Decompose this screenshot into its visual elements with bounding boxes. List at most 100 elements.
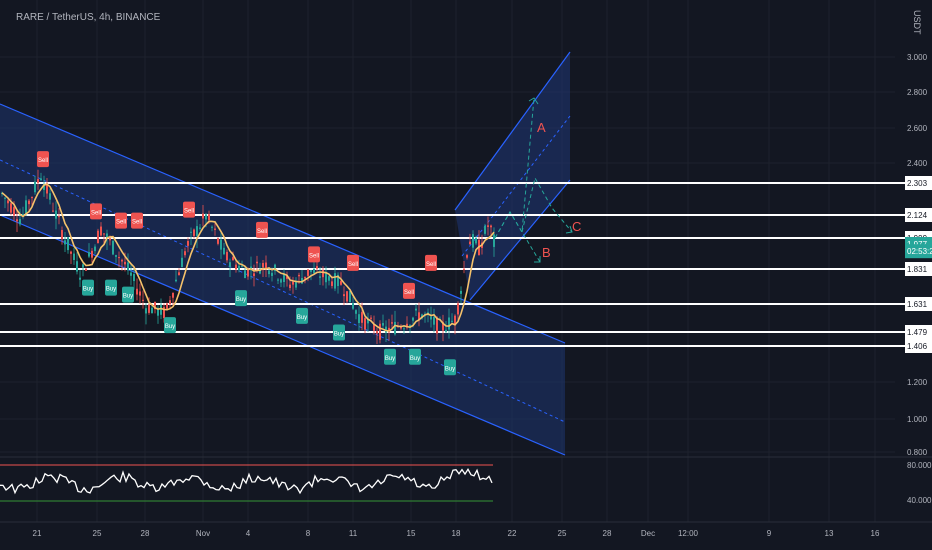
buy-signal: Buy — [82, 279, 94, 296]
candle-body — [127, 262, 129, 271]
price-axis[interactable]: 3.000 2.800 2.600 2.400 1.200 1.000 0.800 2.303… — [905, 53, 932, 457]
candle-body — [436, 317, 438, 334]
candle-body — [49, 193, 51, 200]
candle-body — [55, 210, 57, 219]
candle-body — [493, 234, 495, 247]
candle-body — [229, 262, 231, 267]
price-tick-label: 1.000 — [907, 415, 928, 424]
candle-body — [415, 308, 417, 311]
buy-signal: Buy — [164, 317, 176, 334]
candle-body — [58, 216, 60, 218]
candle-body — [97, 230, 99, 244]
candle-body — [169, 300, 171, 304]
candle-body — [313, 268, 315, 274]
candle-body — [295, 281, 297, 288]
svg-text:Buy: Buy — [123, 294, 133, 300]
candle-body — [202, 213, 204, 219]
candle-body — [67, 237, 69, 251]
candle-body — [289, 284, 291, 289]
candle-body — [268, 270, 270, 275]
candle-body — [139, 291, 141, 296]
svg-text:Sell: Sell — [91, 210, 101, 216]
candle-body — [472, 234, 474, 248]
candle-body — [112, 240, 114, 255]
svg-text:Buy: Buy — [334, 331, 344, 337]
candle-body — [16, 219, 18, 222]
candle-body — [121, 259, 123, 262]
candle-body — [430, 316, 432, 320]
candle-body — [322, 270, 324, 278]
candle-body — [490, 225, 492, 228]
candle-body — [316, 266, 318, 269]
candle-body — [190, 231, 192, 233]
price-tick-label: 2.600 — [907, 124, 928, 133]
candle-body — [184, 251, 186, 256]
signals: Sell Sell Sell Sell Sell Sell Sell Sell Sell Sell… — [37, 151, 456, 376]
candle-body — [211, 226, 213, 228]
candle-body — [361, 312, 363, 323]
price-tick-label: 2.800 — [907, 88, 928, 97]
candle-body — [106, 233, 108, 239]
candle-body — [334, 273, 336, 289]
candle-body — [325, 272, 327, 283]
svg-text:Sell: Sell — [404, 290, 414, 296]
time-tick-label: 18 — [452, 529, 461, 538]
candle-body — [154, 301, 156, 310]
candle-body — [367, 319, 369, 324]
candle-body — [172, 292, 174, 298]
candle-body — [160, 304, 162, 315]
svg-text:Sell: Sell — [257, 229, 267, 235]
candle-body — [463, 268, 465, 270]
price-label-box — [905, 297, 932, 311]
buy-signal: Buy — [122, 286, 134, 303]
candle-body — [412, 317, 414, 321]
candle-body — [226, 251, 228, 261]
price-label-box — [905, 208, 932, 222]
candle-body — [40, 178, 42, 181]
time-tick-label: Nov — [196, 529, 210, 538]
candle-body — [418, 312, 420, 321]
price-label: 1.631 — [907, 300, 928, 309]
candle-body — [337, 274, 339, 287]
candle-body — [457, 303, 459, 315]
candle-body — [91, 250, 93, 258]
time-tick-label: 16 — [871, 529, 880, 538]
candle-body — [220, 239, 222, 250]
candle-body — [358, 314, 360, 324]
price-label: 02:53:25 — [907, 247, 932, 256]
candle-body — [61, 230, 63, 240]
candle-body — [217, 238, 219, 244]
candle-body — [241, 265, 243, 267]
time-tick-label: 28 — [603, 529, 612, 538]
candle-body — [487, 225, 489, 227]
candle-body — [433, 316, 435, 325]
candle-body — [394, 321, 396, 335]
price-label: 2.124 — [907, 211, 928, 220]
candle-body — [391, 322, 393, 324]
time-axis[interactable]: 21 25 28 Nov 4 8 11 15 18 22 25 28 Dec 12:00 9 13 16 — [33, 529, 880, 538]
candle-body — [136, 288, 138, 295]
candle-body — [280, 279, 282, 283]
candle-body — [37, 179, 39, 183]
candle-body — [406, 323, 408, 328]
candle-body — [133, 274, 135, 282]
candle-body — [7, 200, 9, 204]
buy-signal: Buy — [409, 348, 421, 365]
candle-body — [304, 276, 306, 279]
candle-body — [19, 218, 21, 225]
candle-body — [118, 257, 120, 259]
candle-body — [292, 281, 294, 285]
time-tick-label: Dec — [641, 529, 655, 538]
svg-text:Sell: Sell — [184, 209, 194, 215]
price-label: 2.303 — [907, 179, 928, 188]
candle-body — [379, 323, 381, 340]
target-label-a: A — [537, 120, 546, 135]
candle-body — [85, 268, 87, 271]
candle-body — [235, 264, 237, 270]
candle-body — [259, 269, 261, 274]
candle-body — [22, 214, 24, 217]
svg-text:Sell: Sell — [38, 158, 48, 164]
candle-body — [247, 268, 249, 277]
candle-body — [73, 253, 75, 260]
